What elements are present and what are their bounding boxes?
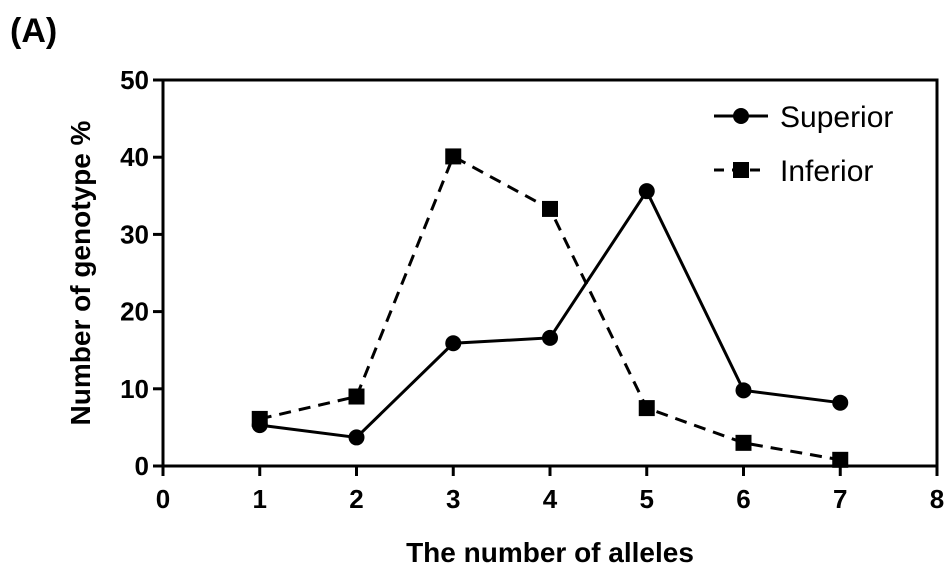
data-point (832, 394, 849, 411)
y-tick-label: 30 (120, 219, 149, 249)
data-point (832, 451, 849, 468)
chart-axes (161, 78, 939, 468)
x-tick-label: 4 (543, 484, 558, 514)
x-axis-ticks: 0 1 2 3 4 5 6 7 8 (156, 466, 944, 514)
x-tick-label: 7 (833, 484, 847, 514)
data-point (735, 382, 752, 399)
x-tick-label: 6 (736, 484, 750, 514)
legend-marker (733, 162, 749, 178)
data-point (348, 429, 365, 446)
y-tick-label: 50 (120, 65, 149, 95)
data-point (445, 148, 462, 165)
data-point (638, 183, 655, 200)
data-point (638, 400, 655, 417)
y-tick-label: 0 (135, 451, 149, 481)
x-tick-label: 8 (930, 484, 944, 514)
y-axis-ticks: 0 10 20 30 40 50 (120, 65, 163, 481)
series-inferior (251, 148, 849, 468)
chart-series (251, 148, 849, 468)
x-tick-label: 0 (156, 484, 170, 514)
panel-label: (A) (10, 12, 58, 50)
data-point (348, 388, 365, 405)
y-tick-label: 40 (120, 142, 149, 172)
legend-item-inferior: Inferior (714, 155, 873, 188)
data-point (445, 335, 462, 352)
chart-legend: Superior Inferior (714, 101, 893, 188)
y-axis-title: Number of genotype % (65, 120, 96, 425)
legend-label: Superior (780, 101, 893, 134)
series-superior (251, 183, 849, 446)
y-tick-label: 20 (120, 297, 149, 327)
series-line-superior (259, 188, 841, 440)
x-axis-title: The number of alleles (406, 537, 694, 568)
data-point (251, 410, 268, 427)
legend-item-superior: Superior (714, 101, 893, 134)
y-tick-label: 10 (120, 374, 149, 404)
x-tick-label: 5 (640, 484, 654, 514)
legend-label: Inferior (780, 155, 873, 188)
data-point (735, 434, 752, 451)
x-tick-label: 3 (446, 484, 460, 514)
legend-marker (733, 108, 749, 124)
data-point (542, 200, 558, 217)
x-tick-label: 1 (253, 484, 267, 514)
plot-frame (161, 78, 939, 468)
data-point (542, 329, 558, 346)
x-tick-label: 2 (349, 484, 363, 514)
